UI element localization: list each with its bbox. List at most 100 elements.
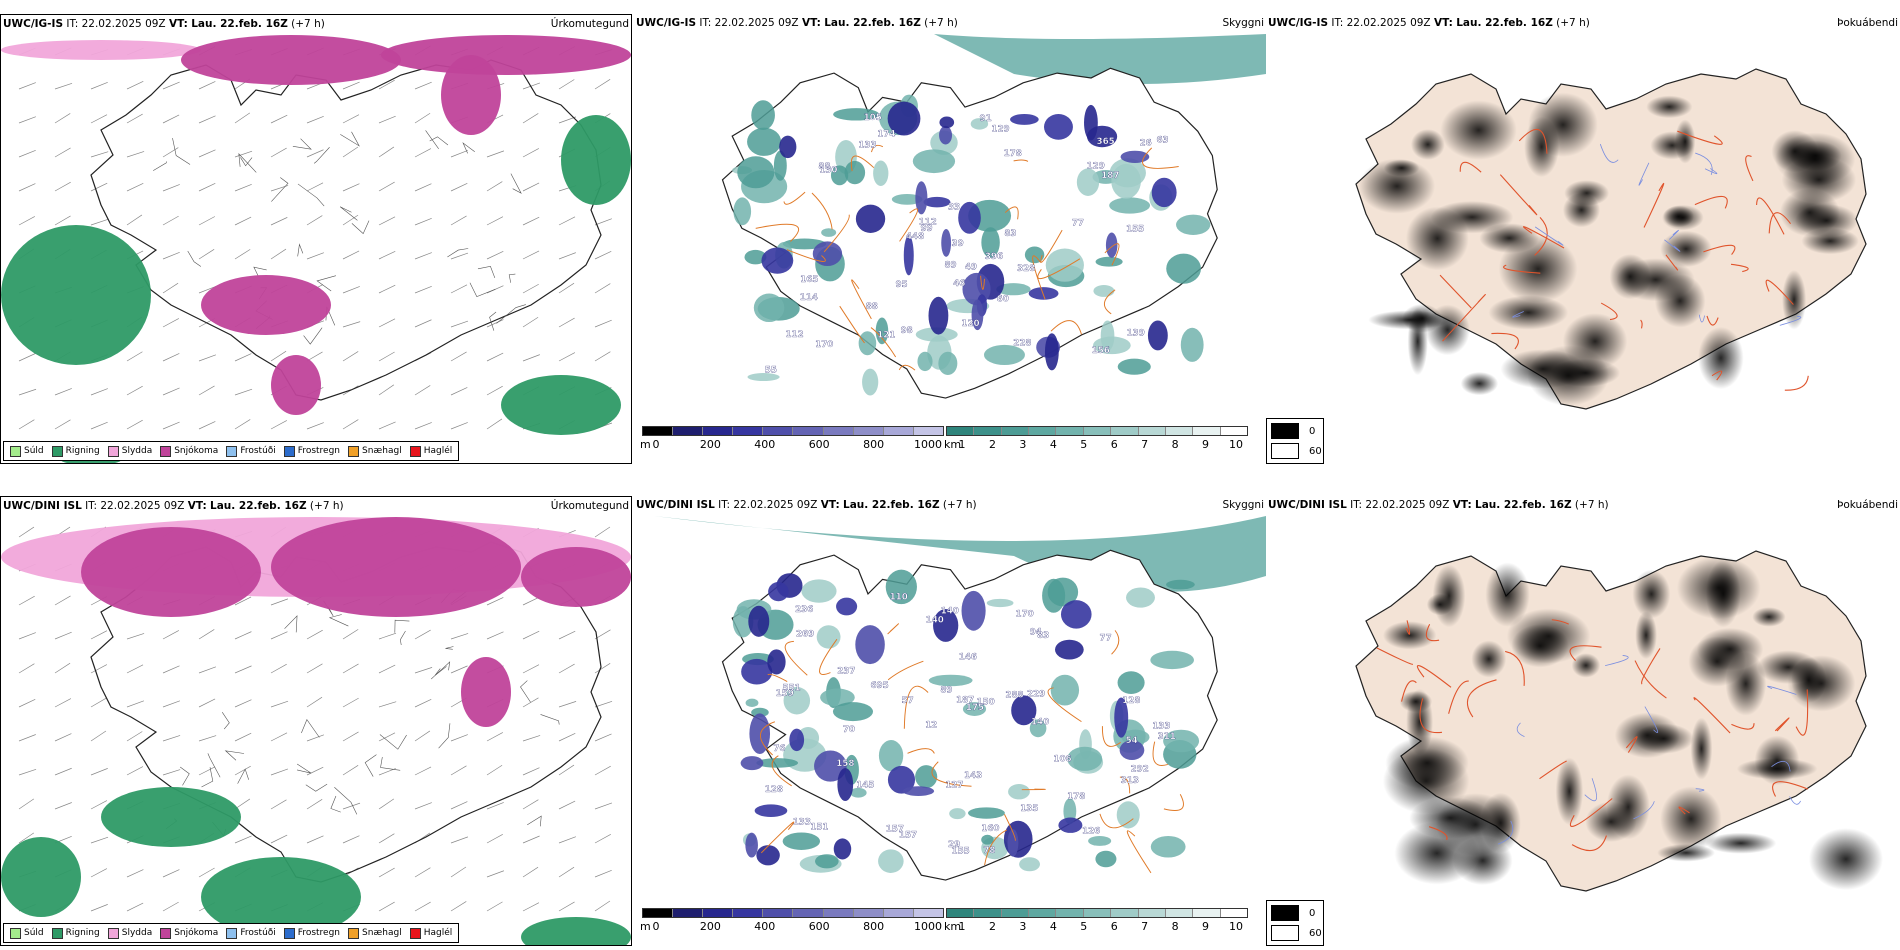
- vt-label: VT:: [1433, 17, 1453, 29]
- precip-area: [461, 657, 511, 727]
- wind-barb: [54, 181, 71, 192]
- ceiling-value-label: 187: [1101, 171, 1119, 181]
- ceiling-value-label: 78: [983, 846, 995, 856]
- wind-barb: [270, 598, 289, 606]
- road: [1376, 647, 1414, 665]
- road: [1491, 332, 1519, 350]
- scale-unit: m: [640, 438, 651, 451]
- fog-area: [1382, 621, 1437, 650]
- fog-area: [1676, 556, 1761, 620]
- legend-label: Rigning: [65, 446, 100, 456]
- wind-barb: [378, 79, 395, 90]
- fog-area: [1650, 131, 1694, 160]
- legend-item: Slydda: [107, 445, 152, 457]
- road: [1163, 794, 1184, 811]
- wind-barb: [270, 732, 288, 742]
- wind-barb: [126, 766, 144, 776]
- ceiling-value-label: 155: [952, 846, 970, 856]
- fog-area: [1791, 657, 1827, 703]
- precip-area: [441, 55, 501, 135]
- ceiling-value-label: 126: [1082, 826, 1100, 836]
- fog-area: [1782, 269, 1807, 330]
- wind-barb: [450, 901, 467, 912]
- wind-barb: [342, 835, 360, 844]
- ceiling-value-label: 140: [941, 607, 959, 617]
- wind-barb: [558, 701, 577, 708]
- ceiling-value-label: 150: [976, 697, 994, 707]
- wind-barb: [522, 113, 539, 124]
- wind-barb: [306, 215, 323, 226]
- wind-barb: [630, 536, 631, 537]
- road: [1013, 159, 1029, 162]
- road: [1104, 289, 1116, 315]
- wind-barb: [198, 735, 217, 742]
- wind-barb: [558, 901, 575, 912]
- scale-tick-label: 200: [699, 438, 721, 451]
- it-value: 22.02.2025 09Z: [1346, 17, 1431, 29]
- ceiling-value-label: 178: [1004, 149, 1022, 159]
- ceiling-value-label: 365: [1097, 137, 1115, 147]
- ceiling-value-label: 396: [985, 252, 1003, 262]
- legend-item: Frostregn: [283, 445, 340, 457]
- wind-barb: [162, 184, 180, 192]
- wind-barb: [630, 190, 631, 191]
- vt-value: Lau. 22.feb. 16Z: [210, 500, 307, 512]
- wind-barb: [378, 284, 396, 294]
- wind-barb: [630, 326, 631, 327]
- wind-barb: [198, 666, 217, 674]
- scale-tick-label: 1000: [914, 920, 942, 933]
- wind-barb: [234, 665, 252, 674]
- sea-fog-area: [934, 34, 1266, 84]
- wind-barb: [234, 353, 252, 362]
- ceiling-value-label: 128: [765, 785, 783, 795]
- ceiling-value-label: 145: [856, 781, 874, 791]
- wind-barb: [126, 633, 145, 640]
- wind-barb: [630, 842, 631, 843]
- wind-barb: [234, 765, 251, 776]
- wind-barb: [234, 835, 252, 844]
- wind-barb: [450, 422, 468, 430]
- precip-panel: Súld Rigning Slydda Snjókoma Frostúði Frostre…: [0, 14, 632, 464]
- visibility-colorbar: [946, 426, 1248, 436]
- wind-barb: [486, 631, 504, 640]
- wind-barb: [630, 360, 631, 361]
- panel-header: UWC/DINI ISL IT: 22.02.2025 09Z VT: Lau.…: [1266, 496, 1900, 514]
- wind-barb: [450, 734, 468, 742]
- river: [1644, 706, 1659, 734]
- ceiling-value-label: 157: [886, 825, 904, 835]
- panel-title: Úrkomutegund: [550, 18, 629, 30]
- wind-barb: [54, 215, 71, 226]
- wind-barb: [594, 900, 611, 912]
- scale-tick-label: 4: [1049, 920, 1057, 933]
- legend-swatch: [107, 445, 119, 457]
- road: [1522, 226, 1565, 249]
- scale-unit: km: [944, 438, 962, 451]
- wind-barb: [306, 766, 324, 776]
- ceiling-value-label: 157: [899, 831, 917, 841]
- precip-area: [81, 527, 261, 617]
- fog-panel: 0 60 UWC/DINI ISL IT: 22.02.2025 09Z VT: L…: [1266, 496, 1900, 946]
- wind-barb: [594, 526, 611, 538]
- wind-barb: [414, 217, 432, 226]
- panel-title: Þokuábendi: [1837, 499, 1898, 511]
- wind-barb: [270, 114, 288, 124]
- wind-barb: [342, 114, 360, 124]
- it-value: 22.02.2025 09Z: [81, 18, 166, 30]
- fog-area: [1488, 295, 1569, 330]
- wind-barb: [162, 147, 179, 158]
- wind-barb: [414, 148, 432, 158]
- wind-barb: [558, 352, 576, 362]
- visibility-ceiling-map: 133 155 99 156 114 130 83 121 95 26 129 174 88 63 98 12…: [634, 14, 1266, 424]
- legend-item: Haglél: [409, 445, 452, 457]
- wind-barb: [54, 388, 72, 396]
- road: [1706, 315, 1719, 326]
- road: [1047, 687, 1082, 723]
- legend-item: Frostregn: [283, 927, 340, 939]
- wind-barb: [90, 730, 107, 742]
- wind-barb: [486, 764, 503, 776]
- road: [1539, 760, 1567, 780]
- ceiling-value-label: 187: [956, 696, 974, 706]
- road: [1439, 274, 1472, 309]
- model-name: UWC/DINI ISL: [1268, 499, 1347, 511]
- wind-barb: [558, 79, 575, 90]
